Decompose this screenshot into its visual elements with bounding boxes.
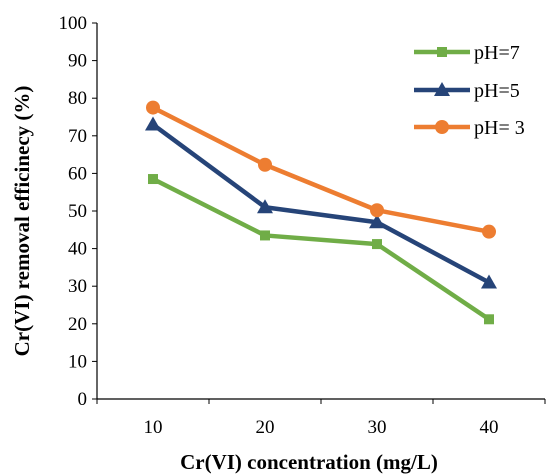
data-point: [146, 100, 160, 115]
y-tick-label: 60: [68, 163, 87, 184]
x-axis-title: Cr(VI) concentration (mg/L): [180, 450, 438, 474]
y-tick-label: 50: [68, 201, 87, 222]
series-line: [151, 105, 490, 234]
legend-label: pH=5: [474, 80, 520, 102]
data-point: [370, 203, 384, 218]
y-tick-label: 10: [68, 351, 87, 372]
y-tick-label: 80: [68, 88, 87, 109]
data-point: [369, 214, 385, 229]
x-tick-label: 30: [368, 417, 387, 438]
y-axis-title: Cr(VI) removal efficinecy (%): [10, 86, 34, 357]
data-point: [257, 199, 273, 214]
series-3: [146, 100, 496, 239]
x-tick-label: 20: [256, 417, 275, 438]
data-point: [484, 314, 494, 325]
x-axis-ticks: 10 20 30 40: [96, 399, 546, 438]
legend: pH=7 pH=5 pH= 3: [414, 42, 525, 139]
y-tick-label: 70: [68, 126, 87, 147]
legend-swatch-marker: [437, 47, 447, 57]
data-point: [145, 116, 161, 131]
legend-swatch-marker: [434, 82, 450, 96]
series-line: [151, 122, 491, 285]
y-tick-label: 100: [59, 13, 88, 34]
data-point: [372, 239, 382, 250]
data-point: [258, 157, 272, 172]
x-tick-label: 40: [480, 417, 499, 438]
y-axis-ticks: 0 10 20 30 40 50 60 70 80 90 100: [59, 13, 97, 410]
data-point: [481, 274, 497, 289]
series-line: [151, 177, 491, 322]
y-tick-label: 0: [78, 389, 88, 410]
legend-entry: pH=7: [414, 42, 520, 64]
legend-label: pH= 3: [474, 117, 525, 139]
x-tick-label: 10: [144, 417, 163, 438]
y-tick-label: 20: [68, 314, 87, 335]
legend-entry: pH=5: [414, 80, 520, 102]
series-2: [145, 116, 497, 289]
y-tick-label: 90: [68, 51, 87, 72]
data-point: [260, 230, 270, 241]
y-tick-label: 40: [68, 239, 87, 260]
series-layer: [145, 100, 497, 325]
data-point: [148, 174, 158, 185]
series-1: [148, 174, 494, 325]
legend-entry: pH= 3: [414, 117, 525, 139]
y-tick-label: 30: [68, 276, 87, 297]
legend-label: pH=7: [474, 42, 520, 64]
data-point: [482, 224, 496, 239]
legend-swatch-marker: [435, 120, 449, 134]
